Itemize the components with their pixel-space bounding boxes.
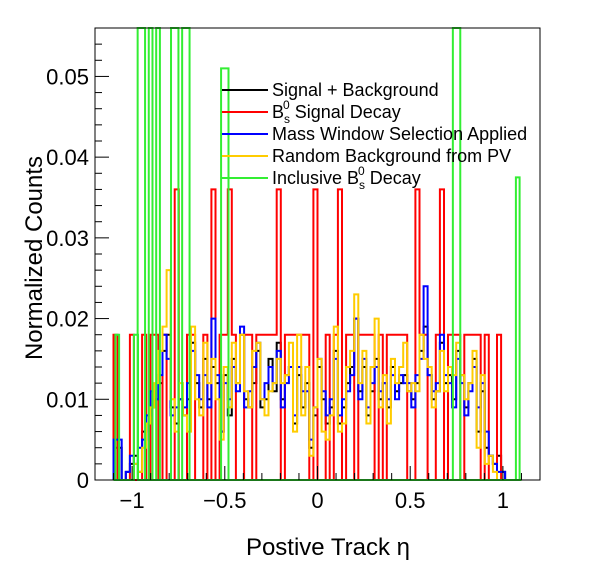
series-spike-4-6 bbox=[220, 67, 230, 480]
x-tick-label: 0 bbox=[311, 488, 323, 513]
legend-label-1: Bs0 Signal Decay bbox=[272, 98, 401, 126]
x-axis-title: Postive Track η bbox=[246, 534, 410, 561]
x-tick-label: 0.5 bbox=[395, 488, 426, 513]
series-spike-4-7 bbox=[451, 27, 462, 480]
y-tick-label: 0 bbox=[77, 468, 89, 493]
legend-label-2: Mass Window Selection Applied bbox=[272, 124, 527, 144]
series-spike-4-8 bbox=[514, 176, 521, 480]
series-spike-4-0 bbox=[114, 333, 121, 480]
y-tick-label: 0.02 bbox=[46, 307, 89, 332]
y-tick-label: 0.05 bbox=[46, 64, 89, 89]
y-tick-label: 0.01 bbox=[46, 387, 89, 412]
legend-label-0: Signal + Background bbox=[272, 80, 439, 100]
series-line-3 bbox=[113, 269, 522, 481]
x-tick-label: −1 bbox=[120, 488, 145, 513]
y-tick-label: 0.04 bbox=[46, 145, 89, 170]
y-axis: 0 0.01 0.02 0.03 0.04 0.05 bbox=[46, 43, 109, 493]
legend-label-3: Random Background from PV bbox=[272, 146, 511, 166]
x-tick-label: 1 bbox=[497, 488, 509, 513]
x-tick-label: −0.5 bbox=[203, 488, 246, 513]
legend-label-4: Inclusive Bs0 Decay bbox=[272, 164, 421, 192]
y-axis-title: Normalized Counts bbox=[21, 156, 48, 360]
x-axis: −1 −0.5 0 0.5 1 bbox=[94, 466, 541, 513]
y-tick-label: 0.03 bbox=[46, 226, 89, 251]
